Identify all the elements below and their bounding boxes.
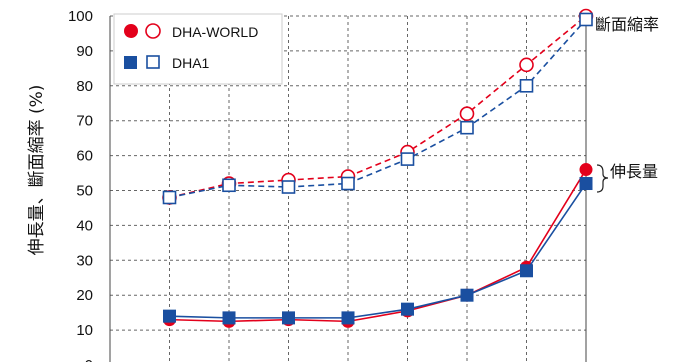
y-axis-ticks: 0 10 20 30 40 50 60 70 80 90 100 — [68, 8, 93, 362]
data-point — [281, 180, 296, 194]
y-tick-label: 10 — [76, 322, 93, 339]
data-point — [401, 302, 414, 316]
data-point — [519, 57, 534, 73]
data-point — [163, 309, 176, 323]
annotation-elongation: 伸長量 — [610, 162, 658, 181]
series-line — [169, 169, 587, 323]
series-line — [169, 18, 587, 199]
data-point — [282, 311, 295, 325]
legend-box — [113, 13, 283, 85]
legend-marker-open-square — [146, 55, 160, 69]
data-point — [459, 106, 475, 122]
annotation-reduction: 斷面縮率 — [595, 15, 659, 34]
y-tick-label: 70 — [76, 113, 93, 130]
series-line — [169, 183, 587, 319]
y-axis-label: 伸長量、斷面縮率 (%) — [27, 85, 47, 256]
data-point — [579, 177, 593, 191]
data-point — [400, 152, 415, 166]
y-tick-label: 50 — [76, 183, 93, 200]
legend-label: DHA-WORLD — [172, 24, 258, 40]
series-line — [169, 15, 587, 199]
data-point — [579, 163, 593, 177]
legend-marker-filled-circle — [124, 24, 138, 38]
y-tick-label: 30 — [76, 252, 93, 269]
data-point — [222, 178, 236, 193]
legend: DHA-WORLD DHA1 — [113, 13, 283, 85]
y-tick-label: 100 — [68, 8, 93, 25]
legend-marker-filled-square — [124, 56, 137, 69]
y-tick-label: 90 — [76, 43, 93, 60]
legend-marker-open-circle — [145, 23, 161, 39]
data-point — [460, 120, 474, 135]
y-tick-label: 80 — [76, 78, 93, 95]
data-point — [341, 176, 355, 191]
brace — [596, 164, 609, 193]
data-point — [520, 264, 533, 278]
series-reduction-dha1 — [162, 12, 593, 205]
data-point — [519, 79, 534, 93]
data-point — [460, 288, 474, 302]
y-tick-label: 40 — [76, 217, 93, 234]
y-tick-label: 60 — [76, 148, 93, 165]
data-point — [341, 311, 355, 325]
series-elongation-dha1 — [163, 177, 593, 325]
legend-label: DHA1 — [172, 55, 210, 71]
data-point — [162, 190, 177, 205]
data-point — [222, 311, 236, 325]
data-point — [579, 12, 593, 27]
y-tick-label: 0 — [85, 357, 93, 362]
series-layer — [162, 8, 594, 328]
y-tick-label: 20 — [76, 287, 93, 304]
